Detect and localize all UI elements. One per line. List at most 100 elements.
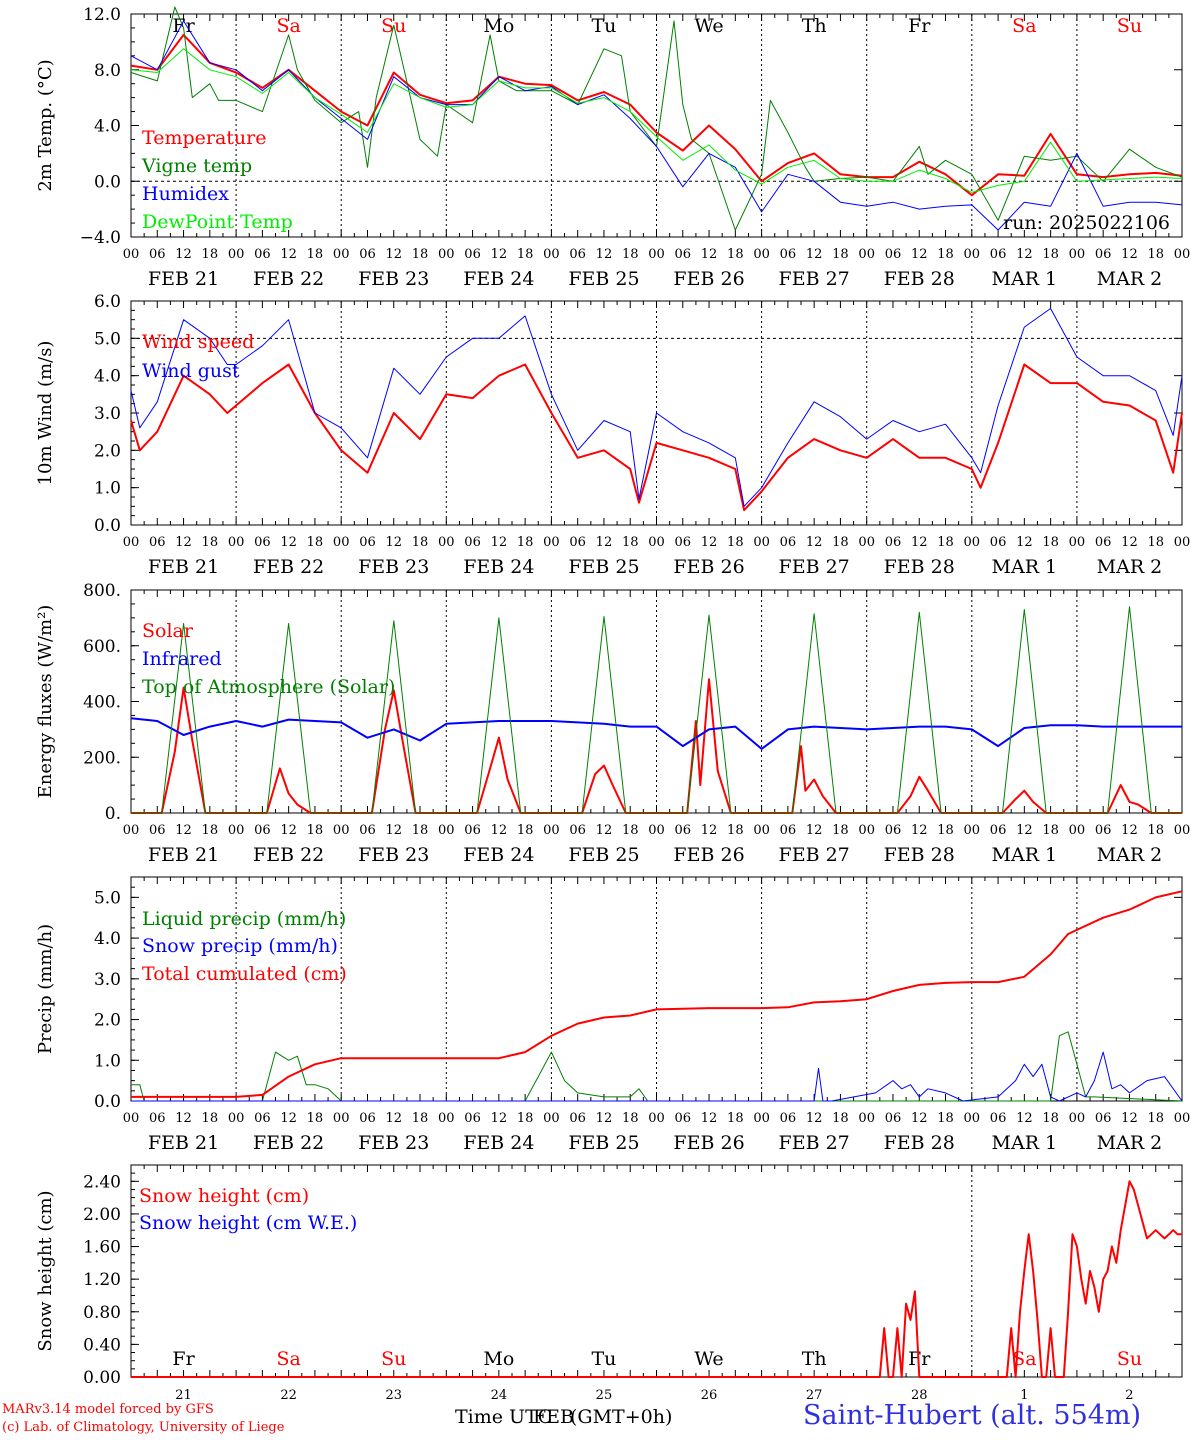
- hour-tick-label: 18: [517, 535, 534, 550]
- hour-tick-label: 06: [885, 823, 902, 838]
- hour-tick-label: 12: [911, 1111, 928, 1126]
- hour-tick-label: 18: [937, 247, 954, 262]
- weekday-label: Sa: [1012, 15, 1036, 37]
- hour-tick-label: 12: [491, 823, 508, 838]
- date-label: FEB 28: [884, 844, 955, 866]
- date-label: FEB 21: [148, 1132, 219, 1154]
- series-line-2: [131, 1051, 1183, 1102]
- y-tick-label: 2.40: [83, 1172, 121, 1192]
- hour-tick-label: 06: [149, 1111, 166, 1126]
- day-number-label: 21: [175, 1388, 192, 1403]
- hour-tick-label: 00: [333, 823, 350, 838]
- hour-tick-label: 18: [307, 1111, 324, 1126]
- series-line-3: [131, 890, 1183, 1098]
- hour-tick-label: 18: [202, 247, 219, 262]
- date-label: FEB 24: [463, 556, 534, 578]
- hour-tick-label: 06: [569, 535, 586, 550]
- hour-tick-label: 00: [333, 247, 350, 262]
- hour-tick-label: 00: [648, 823, 665, 838]
- y-tick-label: 0.0: [94, 172, 121, 192]
- hour-tick-label: 00: [228, 247, 245, 262]
- hour-tick-label: 12: [806, 1111, 823, 1126]
- panel-5: 0.00 0.40 0.80 1.20 1.60 2.00 2.40 Snow height …: [35, 1164, 1183, 1403]
- series-line-4: [130, 48, 1183, 193]
- date-label: MAR 2: [1097, 844, 1163, 866]
- weekday-label: Tu: [591, 1348, 616, 1370]
- day-number-label: 2: [1125, 1388, 1133, 1403]
- hour-tick-label: 00: [648, 535, 665, 550]
- series-line-2: [130, 6, 1183, 231]
- y-tick-label: 3.0: [94, 404, 121, 424]
- hour-tick-label: 00: [438, 1111, 455, 1126]
- hour-tick-label: 06: [675, 1111, 692, 1126]
- date-label: MAR 1: [992, 268, 1058, 290]
- weekday-label: Sa: [276, 15, 300, 37]
- day-number-label: 25: [596, 1388, 613, 1403]
- hour-tick-label: 06: [1095, 247, 1112, 262]
- hour-tick-label: 18: [517, 1111, 534, 1126]
- hour-tick-label: 18: [937, 823, 954, 838]
- hour-tick-label: 12: [491, 247, 508, 262]
- legend-entry: Snow precip (mm/h): [142, 935, 338, 957]
- date-label: FEB 27: [779, 268, 850, 290]
- legend-entry: Wind gust: [142, 360, 240, 382]
- y-tick-label: 3.0: [94, 970, 121, 990]
- hour-tick-label: 00: [753, 823, 770, 838]
- hour-tick-label: 06: [359, 535, 376, 550]
- hour-tick-label: 12: [491, 535, 508, 550]
- legend-entry: Total cumulated (cm): [142, 963, 347, 985]
- series-line-3: [131, 606, 1182, 814]
- series-line-1: [130, 363, 1183, 512]
- date-label: FEB 27: [779, 1132, 850, 1154]
- day-number-label: 22: [280, 1388, 297, 1403]
- hour-tick-label: 18: [832, 247, 849, 262]
- hour-tick-label: 06: [464, 535, 481, 550]
- weekday-label: Su: [1117, 1348, 1142, 1370]
- day-number-label: 24: [491, 1388, 508, 1403]
- hour-tick-label: 06: [780, 1111, 797, 1126]
- legend-entry: Temperature: [142, 127, 266, 149]
- hour-tick-label: 18: [937, 535, 954, 550]
- panel-3: 0. 200. 400. 600. 800. Energy fluxes (W/m²) 00…: [35, 581, 1190, 866]
- hour-tick-label: 00: [858, 535, 875, 550]
- hour-tick-label: 00: [1069, 1111, 1086, 1126]
- hour-tick-label: 00: [648, 1111, 665, 1126]
- date-label: FEB 23: [358, 1132, 429, 1154]
- hour-tick-label: 12: [385, 823, 402, 838]
- legend-entry: Vigne temp: [141, 155, 252, 177]
- hour-tick-label: 18: [622, 535, 639, 550]
- hour-tick-label: 06: [990, 535, 1007, 550]
- hour-tick-label: 18: [1147, 535, 1164, 550]
- hour-tick-label: 12: [175, 247, 192, 262]
- y-tick-label: 1.60: [83, 1238, 121, 1258]
- hour-tick-label: 12: [911, 535, 928, 550]
- date-label: FEB 27: [779, 844, 850, 866]
- hour-tick-label: 12: [1121, 247, 1138, 262]
- time-zone-label: (GMT+0h): [570, 1406, 673, 1428]
- hour-tick-label: 00: [543, 1111, 560, 1126]
- hour-tick-label: 06: [885, 247, 902, 262]
- weekday-label: Th: [802, 15, 827, 37]
- hour-tick-label: 00: [228, 1111, 245, 1126]
- hour-tick-label: 00: [964, 535, 981, 550]
- hour-tick-label: 06: [149, 823, 166, 838]
- hour-tick-label: 12: [911, 823, 928, 838]
- y-tick-label: 12.0: [83, 5, 121, 25]
- weekday-label: Fr: [172, 1348, 195, 1370]
- hour-tick-label: 00: [438, 247, 455, 262]
- date-label: MAR 1: [992, 556, 1058, 578]
- hour-tick-label: 00: [333, 1111, 350, 1126]
- date-label: FEB 27: [779, 556, 850, 578]
- weekday-label: Su: [381, 1348, 406, 1370]
- panel-4: 0.0 1.0 2.0 3.0 4.0 5.0 Precip (mm/h) 00 06 12 18 0…: [35, 876, 1190, 1154]
- hour-tick-label: 06: [780, 535, 797, 550]
- hour-tick-label: 00: [1174, 823, 1191, 838]
- hour-tick-label: 12: [385, 1111, 402, 1126]
- hour-tick-label: 12: [280, 1111, 297, 1126]
- hour-tick-label: 12: [175, 535, 192, 550]
- date-label: FEB 22: [253, 1132, 324, 1154]
- date-label: FEB 22: [253, 556, 324, 578]
- date-label: FEB 28: [884, 268, 955, 290]
- date-label: FEB 21: [148, 268, 219, 290]
- hour-tick-label: 18: [1147, 1111, 1164, 1126]
